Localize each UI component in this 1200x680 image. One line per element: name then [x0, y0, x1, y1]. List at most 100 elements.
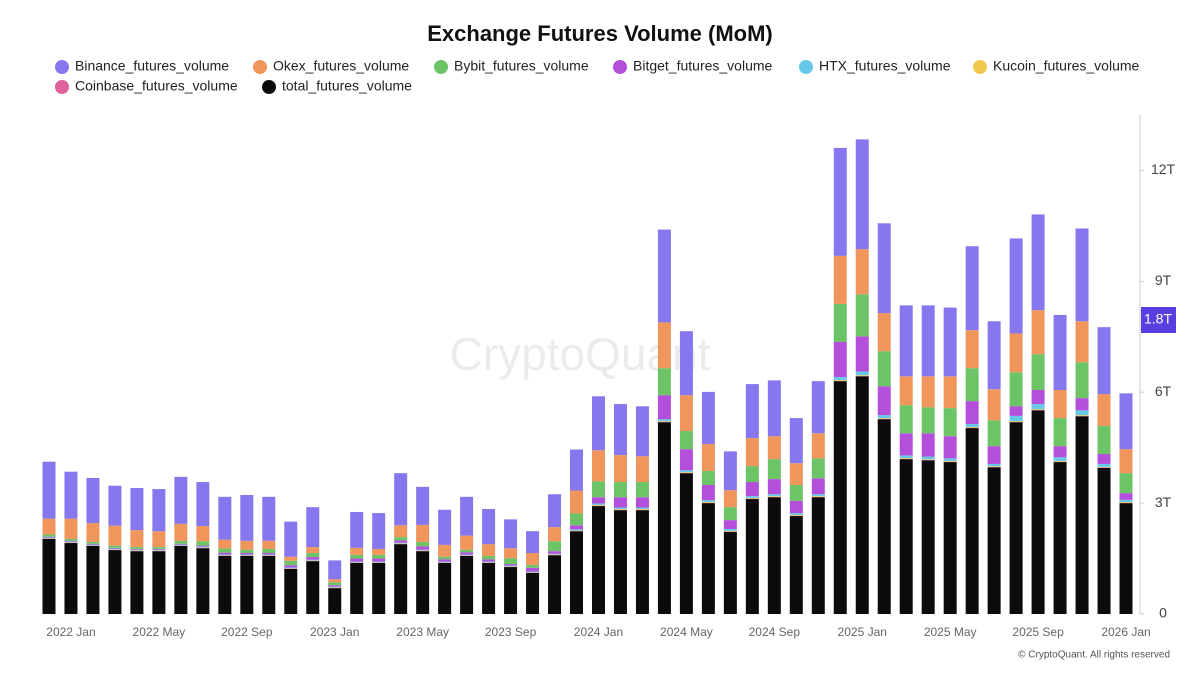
bar-segment	[240, 554, 253, 555]
bar-segment	[1010, 372, 1023, 406]
bar-segment	[878, 418, 891, 419]
bar-segment	[108, 486, 121, 526]
bar-segment	[482, 559, 495, 561]
bar-segment	[1054, 462, 1067, 614]
bar-segment	[702, 503, 715, 614]
bar-segment	[284, 522, 297, 557]
bar-segment	[1098, 454, 1111, 464]
bar-segment	[790, 463, 803, 485]
bar-segment	[724, 490, 737, 507]
bar-segment	[570, 450, 583, 491]
bar-segment	[350, 555, 363, 559]
current-value-label: 1.8T	[1144, 311, 1172, 327]
bar-segment	[262, 549, 275, 553]
bar-segment	[834, 380, 847, 381]
bar-segment	[548, 554, 561, 555]
bar-segment	[1076, 321, 1089, 362]
bar-segment	[614, 497, 627, 507]
bar-segment	[108, 526, 121, 546]
bar-segment	[42, 519, 55, 535]
bar-segment	[834, 304, 847, 342]
bar-segment	[416, 487, 429, 525]
legend-swatch	[262, 80, 276, 94]
bar-segment	[922, 457, 935, 460]
bar-segment	[900, 305, 913, 376]
bar-segment	[988, 467, 1001, 614]
bar-segment	[812, 433, 825, 458]
bar-segment	[328, 560, 341, 579]
bar-segment	[1098, 468, 1111, 614]
bar-segment	[1076, 228, 1089, 321]
bar-segment	[526, 573, 539, 614]
bar-segment	[306, 561, 319, 614]
bar-segment	[174, 546, 187, 614]
bar-segment	[152, 489, 165, 531]
bar-segment	[152, 550, 165, 551]
bar-segment	[416, 542, 429, 546]
bar-segment	[966, 424, 979, 427]
bar-segment	[328, 582, 341, 585]
bar-segment	[702, 500, 715, 502]
legend-label: Binance_futures_volume	[75, 58, 229, 74]
y-tick-label: 9T	[1155, 272, 1172, 288]
bar-segment	[988, 321, 1001, 389]
bar-segment	[130, 530, 143, 547]
bar-segment	[614, 455, 627, 482]
bar-segment	[768, 459, 781, 479]
x-tick-label: 2025 Jan	[838, 625, 887, 639]
bar-segment	[570, 529, 583, 530]
bar-segment	[196, 548, 209, 614]
bar-segment	[108, 550, 121, 614]
bar-segment	[966, 368, 979, 401]
bar-segment	[702, 471, 715, 485]
bar-segment	[174, 544, 187, 545]
x-tick-label: 2024 May	[660, 625, 713, 639]
bar-segment	[526, 531, 539, 553]
bar-segment	[284, 561, 297, 565]
bar-segment	[812, 494, 825, 496]
y-tick-label: 0	[1159, 605, 1167, 621]
bar-segment	[438, 557, 451, 560]
bar-segment	[900, 458, 913, 459]
x-tick-label: 2025 Sep	[1012, 625, 1064, 639]
bar-segment	[460, 556, 473, 614]
bar-segment	[108, 546, 121, 548]
bar-segment	[1054, 418, 1067, 446]
bar-segment	[1120, 449, 1133, 473]
bar-segment	[570, 513, 583, 525]
bar-segment	[570, 531, 583, 614]
bar-segment	[64, 519, 77, 539]
bar-segment	[592, 450, 605, 481]
x-tick-label: 2026 Jan	[1101, 625, 1150, 639]
bar-segment	[592, 503, 605, 504]
bar-segment	[526, 565, 539, 568]
bar-segment	[790, 515, 803, 516]
bar-segment	[702, 392, 715, 444]
bar-segment	[614, 508, 627, 509]
bar-segment	[900, 459, 913, 614]
bar-segment	[658, 230, 671, 323]
bar-segment	[548, 541, 561, 551]
bar-segment	[790, 485, 803, 501]
bar-segment	[1120, 493, 1133, 500]
bar-segment	[768, 436, 781, 459]
bar-segment	[350, 562, 363, 563]
bar-segment	[394, 473, 407, 525]
bar-segment	[1010, 422, 1023, 614]
bar-segment	[416, 550, 429, 551]
bar-segment	[724, 529, 737, 531]
bar-segment	[460, 550, 473, 553]
x-tick-label: 2022 Sep	[221, 625, 273, 639]
legend-label: Kucoin_futures_volume	[993, 58, 1140, 74]
bar-segment	[570, 491, 583, 514]
bar-segment	[438, 562, 451, 563]
bar-segment	[636, 497, 649, 507]
bar-segment	[372, 549, 385, 555]
bar-segment	[218, 540, 231, 549]
bar-segment	[812, 381, 825, 433]
bar-segment	[42, 539, 55, 614]
bar-segment	[1032, 354, 1045, 390]
bar-segment	[42, 462, 55, 519]
bar-segment	[86, 544, 99, 545]
